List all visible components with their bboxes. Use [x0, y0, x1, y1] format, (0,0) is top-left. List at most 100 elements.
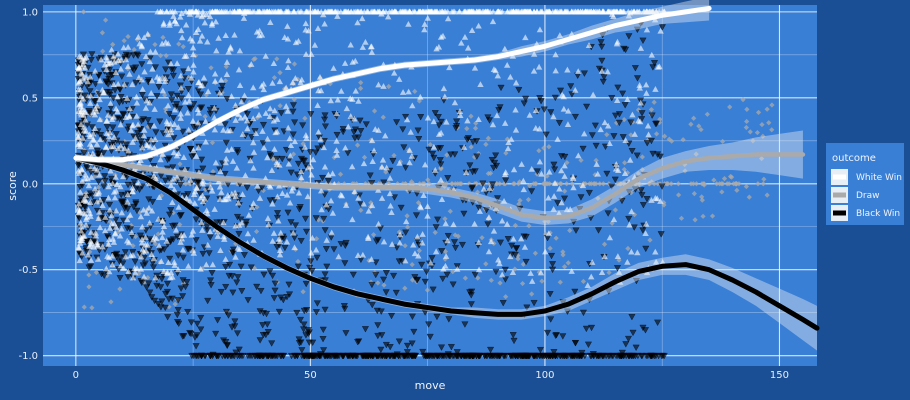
data-point: [133, 99, 141, 106]
data-point: [281, 244, 289, 252]
data-point: [464, 44, 472, 51]
data-point: [370, 147, 378, 154]
data-point: [637, 99, 644, 106]
data-point: [405, 88, 412, 95]
data-point: [77, 86, 84, 93]
data-point: [185, 65, 192, 72]
data-point: [541, 145, 547, 151]
data-point: [578, 349, 586, 357]
data-point: [593, 181, 599, 187]
data-point: [289, 184, 297, 191]
data-point: [101, 173, 109, 180]
data-point: [124, 191, 131, 198]
data-point: [149, 264, 158, 271]
data-point: [714, 181, 720, 187]
data-point: [151, 64, 160, 71]
data-point: [76, 78, 83, 85]
data-point: [383, 164, 390, 171]
data-point: [349, 216, 356, 223]
data-point: [198, 32, 206, 39]
data-point: [109, 235, 117, 242]
data-point: [178, 34, 186, 41]
data-point: [141, 126, 148, 133]
data-point: [349, 96, 356, 102]
data-point: [412, 88, 418, 95]
data-point: [99, 243, 106, 250]
data-point: [424, 203, 431, 210]
data-point: [519, 280, 526, 287]
data-point: [407, 181, 414, 187]
data-point: [139, 262, 147, 269]
data-point: [90, 97, 98, 105]
data-point: [522, 258, 530, 266]
data-point: [521, 243, 529, 250]
data-point: [259, 140, 267, 147]
data-point: [146, 219, 153, 226]
data-point: [642, 230, 649, 237]
data-point: [188, 74, 195, 81]
data-point: [152, 136, 159, 143]
data-point: [133, 93, 140, 100]
data-point: [421, 21, 428, 27]
data-point: [379, 156, 387, 163]
data-point: [591, 122, 600, 130]
data-point: [466, 181, 472, 187]
data-point: [593, 161, 600, 167]
data-point: [187, 106, 195, 113]
data-point: [637, 187, 645, 194]
data-point: [75, 245, 83, 251]
data-point: [262, 53, 269, 59]
data-point: [744, 106, 750, 112]
data-point: [414, 233, 421, 240]
data-point: [613, 8, 621, 15]
data-point: [139, 116, 148, 123]
data-point: [216, 89, 223, 96]
data-point: [349, 59, 356, 65]
data-point: [285, 57, 292, 64]
data-point: [170, 175, 178, 182]
data-point: [319, 326, 327, 334]
data-point: [546, 144, 552, 150]
data-point: [601, 119, 609, 126]
data-point: [81, 92, 89, 100]
data-point: [366, 172, 374, 180]
data-point: [168, 129, 175, 136]
data-point: [177, 110, 184, 117]
data-point: [77, 99, 84, 106]
y-tick-label: -0.5: [18, 265, 38, 276]
data-point: [439, 275, 447, 283]
data-point: [131, 47, 137, 53]
data-point: [235, 66, 243, 73]
data-point: [313, 254, 321, 262]
data-point: [273, 214, 282, 222]
data-point: [416, 98, 423, 104]
data-point: [277, 110, 285, 117]
data-point: [152, 241, 159, 247]
data-point: [159, 234, 166, 241]
data-point: [642, 81, 650, 88]
data-point: [172, 301, 178, 307]
data-point: [567, 227, 573, 234]
data-point: [582, 325, 590, 333]
data-point: [185, 8, 193, 15]
data-point: [637, 352, 646, 360]
data-point: [299, 157, 307, 164]
data-point: [93, 166, 101, 173]
data-point: [456, 108, 464, 114]
data-point: [483, 141, 489, 147]
data-point: [279, 190, 286, 197]
data-point: [622, 137, 629, 144]
data-point: [368, 180, 376, 187]
data-point: [485, 214, 493, 220]
data-point: [434, 184, 443, 192]
smooth-line: [73, 5, 712, 163]
data-point: [87, 229, 95, 235]
data-point: [432, 248, 440, 255]
data-point: [633, 152, 641, 160]
data-point: [301, 215, 310, 223]
data-point: [535, 63, 543, 70]
data-point: [436, 144, 445, 152]
data-point: [218, 189, 225, 195]
data-point: [598, 269, 606, 276]
data-point: [595, 195, 601, 201]
